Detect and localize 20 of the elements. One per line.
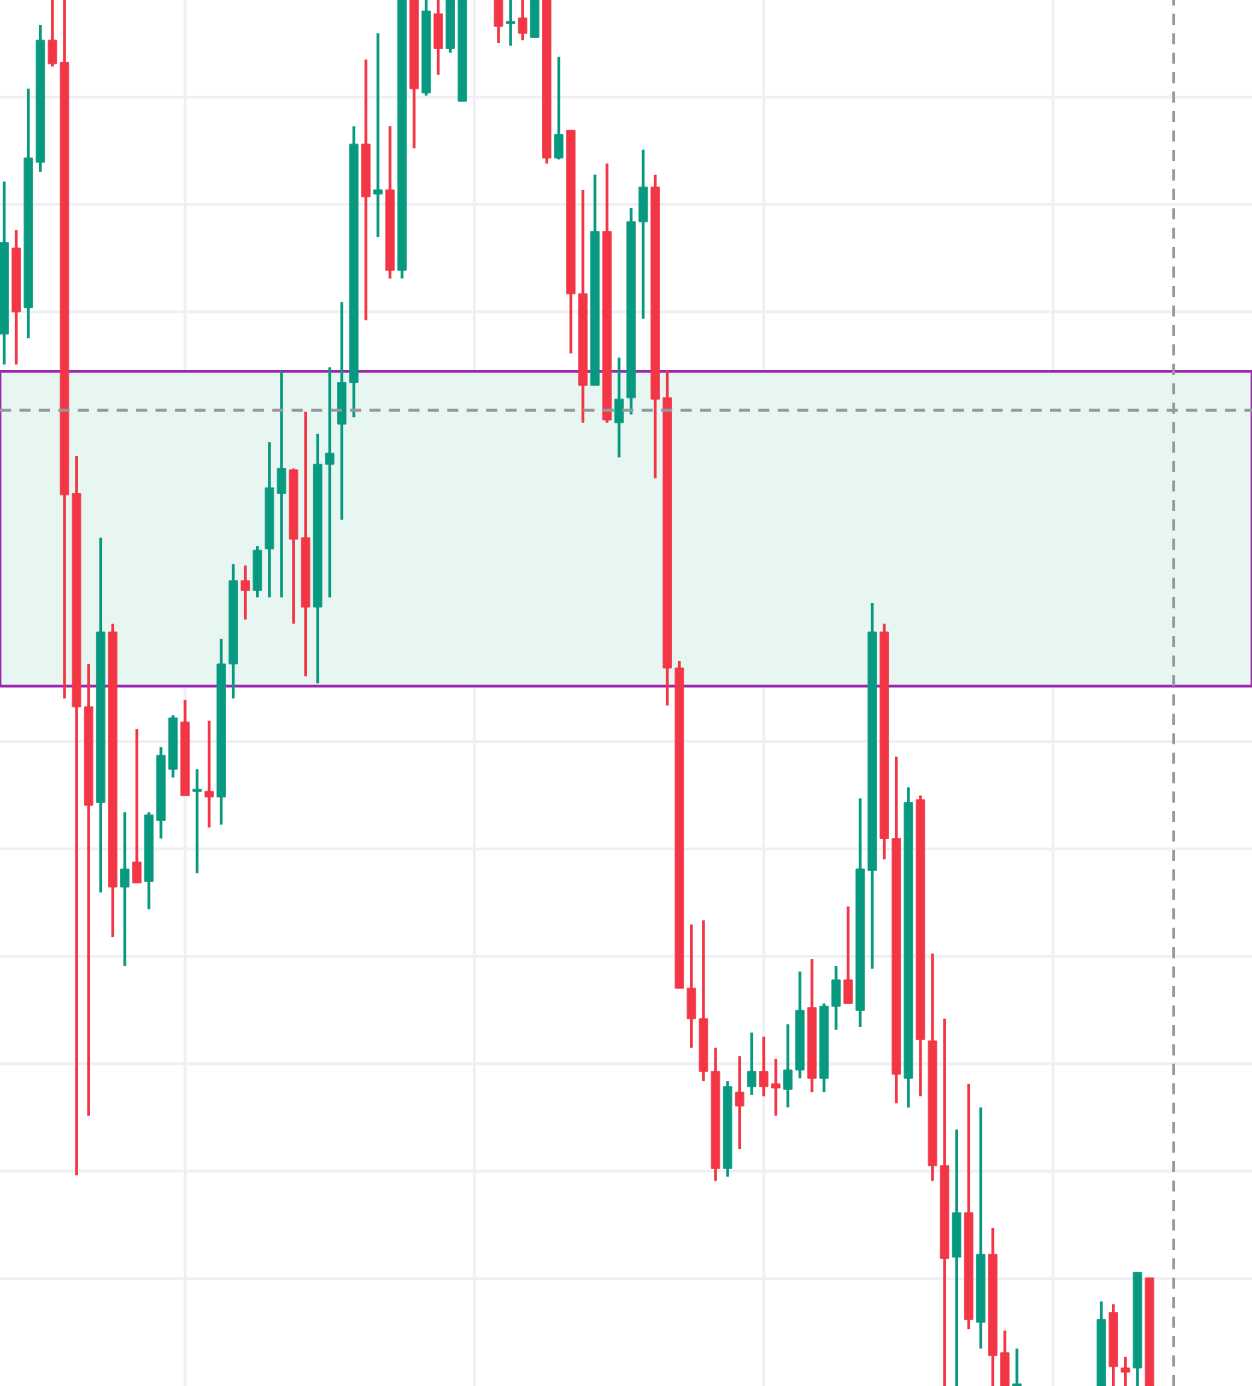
candlestick <box>433 0 443 77</box>
candlestick <box>493 0 504 45</box>
candlestick <box>614 356 624 459</box>
candlestick <box>132 727 142 885</box>
candlestick <box>734 1054 745 1151</box>
candlestick <box>517 0 528 42</box>
candlestick <box>1120 1355 1131 1386</box>
candlestick <box>192 767 202 875</box>
candlestick <box>1012 1347 1022 1386</box>
candlestick <box>951 1128 962 1386</box>
candlestick <box>747 1031 757 1097</box>
candlestick <box>373 31 383 239</box>
candlestick <box>120 810 130 968</box>
candlestick <box>843 905 853 1005</box>
candlestick <box>505 0 516 48</box>
candlestick <box>530 0 540 39</box>
candlestick <box>554 55 564 161</box>
candlestick <box>252 544 263 599</box>
candlestick <box>204 719 214 829</box>
candlestick <box>240 564 250 621</box>
